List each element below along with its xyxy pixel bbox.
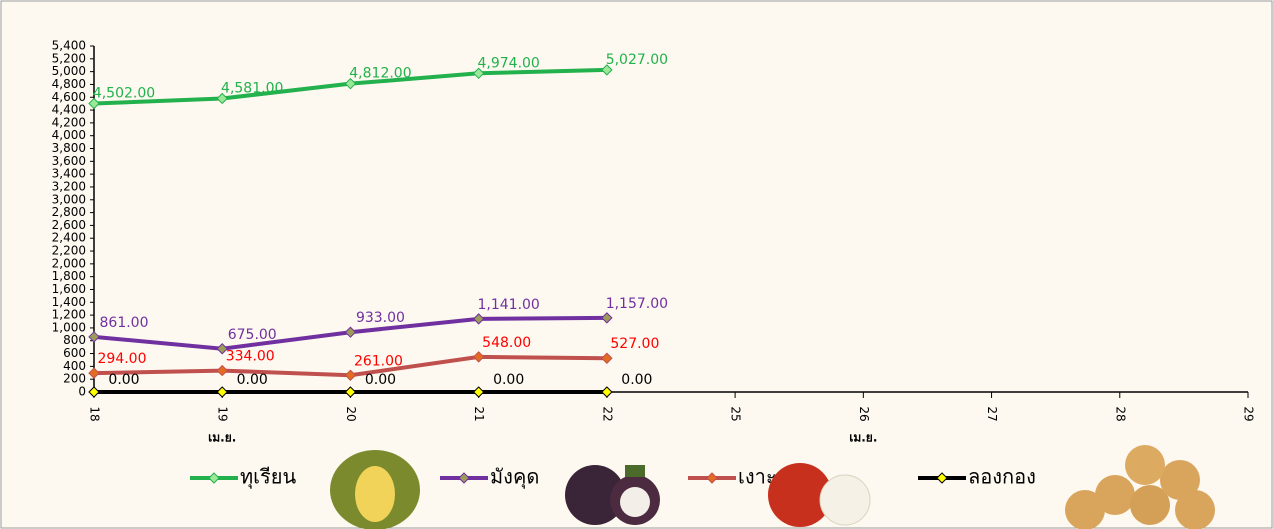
marker [472,67,485,80]
y-tick-label: 4,400 [52,103,86,117]
data-label: 261.00 [354,353,403,369]
marker [472,351,485,363]
y-tick-label: 5,200 [52,51,86,65]
legend-label: ทุเรียน [240,465,296,490]
x-tick-label: 18 [88,406,102,421]
x-tick-label: 27 [985,406,999,421]
legend-marker [458,472,470,484]
y-tick-label: 4,600 [52,90,86,104]
marker [344,386,357,398]
x-tick-label: 19 [216,406,230,421]
data-label: 861.00 [100,315,149,331]
marker [601,312,613,324]
y-tick-label: 4,200 [52,115,86,129]
y-tick-label: 1,800 [52,269,86,283]
marker [601,64,613,76]
data-label: 0.00 [621,372,652,388]
data-label: 4,812.00 [349,66,411,82]
legend-label: ลองกอง [968,465,1036,489]
legend-marker [208,472,220,484]
marker [88,367,100,379]
y-tick-label: 2,000 [52,256,86,270]
marker [472,386,485,398]
marker [601,352,613,364]
x-tick-label: 20 [344,406,358,421]
y-tick-label: 600 [63,346,86,360]
marker [344,326,357,338]
data-label: 4,974.00 [477,55,539,71]
y-tick-label: 5,000 [52,64,86,78]
y-tick-label: 800 [63,333,86,347]
marker [88,97,100,110]
data-label: 1,141.00 [477,297,539,313]
data-label: 4,502.00 [93,86,155,102]
data-label: 5,027.00 [606,52,668,68]
data-label: 527.00 [610,336,659,352]
y-tick-label: 1,200 [52,308,86,322]
y-tick-label: 200 [63,372,86,386]
y-tick-label: 2,800 [52,205,86,219]
legend-marker [706,472,718,484]
marker [88,331,100,343]
marker [216,92,228,105]
data-label: 0.00 [108,372,139,388]
x-group-label: เม.ย. [208,431,236,445]
y-tick-label: 400 [63,359,86,373]
x-tick-label: 25 [729,406,743,421]
x-tick-label: 22 [600,406,614,421]
marker [216,343,228,355]
data-label: 0.00 [493,372,524,388]
y-tick-label: 1,400 [52,295,86,309]
x-tick-label: 28 [1113,406,1127,421]
data-label: 1,157.00 [606,296,668,312]
y-tick-label: 3,000 [52,192,86,206]
marker [601,386,613,398]
marker [216,386,228,398]
y-tick-label: 2,200 [52,244,86,258]
data-label: 0.00 [365,372,396,388]
y-tick-label: 2,600 [52,218,86,232]
y-tick-label: 4,000 [52,128,86,142]
y-tick-label: 4,800 [52,77,86,91]
legend-marker [936,472,948,484]
legend-label: มังคุด [490,465,539,490]
y-tick-label: 1,600 [52,282,86,296]
y-tick-label: 1,000 [52,320,86,334]
data-label: 0.00 [237,372,268,388]
y-tick-label: 5,400 [52,39,86,53]
data-label: 675.00 [228,327,277,343]
x-tick-label: 21 [472,406,486,421]
data-label: 4,581.00 [221,80,283,96]
data-label: 294.00 [98,351,147,367]
data-label: 548.00 [482,335,531,351]
legend-art [330,445,1215,529]
marker [344,369,357,381]
x-group-label: เม.ย. [849,431,877,445]
y-tick-label: 3,600 [52,154,86,168]
marker [472,313,485,325]
x-tick-label: 26 [857,406,871,421]
data-label: 933.00 [356,310,405,326]
y-tick-label: 3,800 [52,141,86,155]
y-tick-label: 3,400 [52,167,86,181]
marker [88,386,100,398]
x-tick-label: 29 [1242,406,1256,421]
marker [344,77,357,90]
plot-area: 02004006008001,0001,2001,4001,6001,8002,… [52,39,1256,490]
y-tick-label: 3,200 [52,179,86,193]
data-label: 334.00 [226,349,275,365]
y-tick-label: 0 [78,385,86,399]
y-tick-label: 2,400 [52,231,86,245]
marker [216,364,228,377]
